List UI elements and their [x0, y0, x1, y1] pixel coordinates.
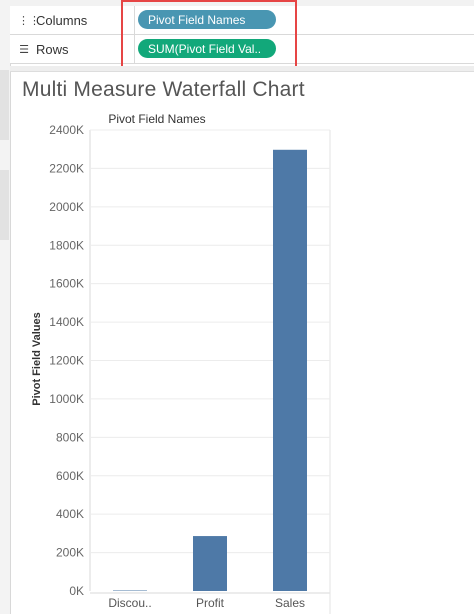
- bar-chart[interactable]: Pivot Field Names Pivot Field Values 0K 2…: [10, 104, 470, 614]
- bars[interactable]: [113, 149, 307, 592]
- columns-icon: ⋮⋮: [18, 14, 40, 27]
- bar-profit[interactable]: [193, 536, 227, 591]
- y-tick-label: 1200K: [49, 354, 84, 368]
- panel-notch: [0, 170, 9, 240]
- y-tick-label: 1800K: [49, 238, 84, 252]
- y-axis-title: Pivot Field Values: [31, 312, 43, 406]
- x-tick-label: Sales: [275, 596, 305, 610]
- columns-shelf[interactable]: ⋮⋮ Columns Pivot Field Names: [10, 6, 474, 35]
- left-panel-edge: [0, 0, 11, 614]
- sheet-title: Multi Measure Waterfall Chart: [22, 78, 305, 101]
- y-tick-label: 2200K: [49, 161, 84, 175]
- y-tick-label: 400K: [56, 507, 84, 521]
- y-tick-label: 1000K: [49, 392, 84, 406]
- columns-label-text: Columns: [36, 12, 88, 28]
- rows-shelf-label: ☰ Rows: [10, 35, 135, 63]
- x-tick-label: Profit: [196, 596, 225, 610]
- panel-notch: [0, 70, 9, 140]
- y-axis: 0K 200K 400K 600K 800K 1000K 1200K 1400K 1600K 18…: [49, 123, 84, 598]
- bar-discou[interactable]: [113, 590, 147, 592]
- sum-pivot-field-values-pill[interactable]: SUM(Pivot Field Val..: [138, 39, 276, 58]
- y-tick-label: 1400K: [49, 315, 84, 329]
- rows-shelf[interactable]: ☰ Rows SUM(Pivot Field Val..: [10, 35, 474, 64]
- pill-text: Pivot Field Names: [148, 12, 246, 27]
- pill-text: SUM(Pivot Field Val..: [148, 41, 262, 56]
- y-tick-label: 200K: [56, 546, 84, 560]
- chart-column-header: Pivot Field Names: [108, 112, 205, 126]
- rows-label-text: Rows: [36, 41, 69, 57]
- y-tick-label: 600K: [56, 469, 84, 483]
- x-axis: Discou.. Profit Sales: [108, 596, 305, 610]
- pivot-field-names-pill[interactable]: Pivot Field Names: [138, 10, 276, 29]
- rows-icon: ☰: [19, 43, 29, 56]
- y-tick-label: 1600K: [49, 277, 84, 291]
- x-tick-label: Discou..: [108, 596, 151, 610]
- y-tick-label: 2400K: [49, 123, 84, 137]
- y-tick-label: 2000K: [49, 200, 84, 214]
- y-tick-label: 800K: [56, 430, 84, 444]
- bar-sales[interactable]: [273, 149, 307, 591]
- y-tick-label: 0K: [69, 584, 84, 598]
- columns-shelf-label: ⋮⋮ Columns: [10, 6, 135, 34]
- sheet-divider: [10, 66, 474, 72]
